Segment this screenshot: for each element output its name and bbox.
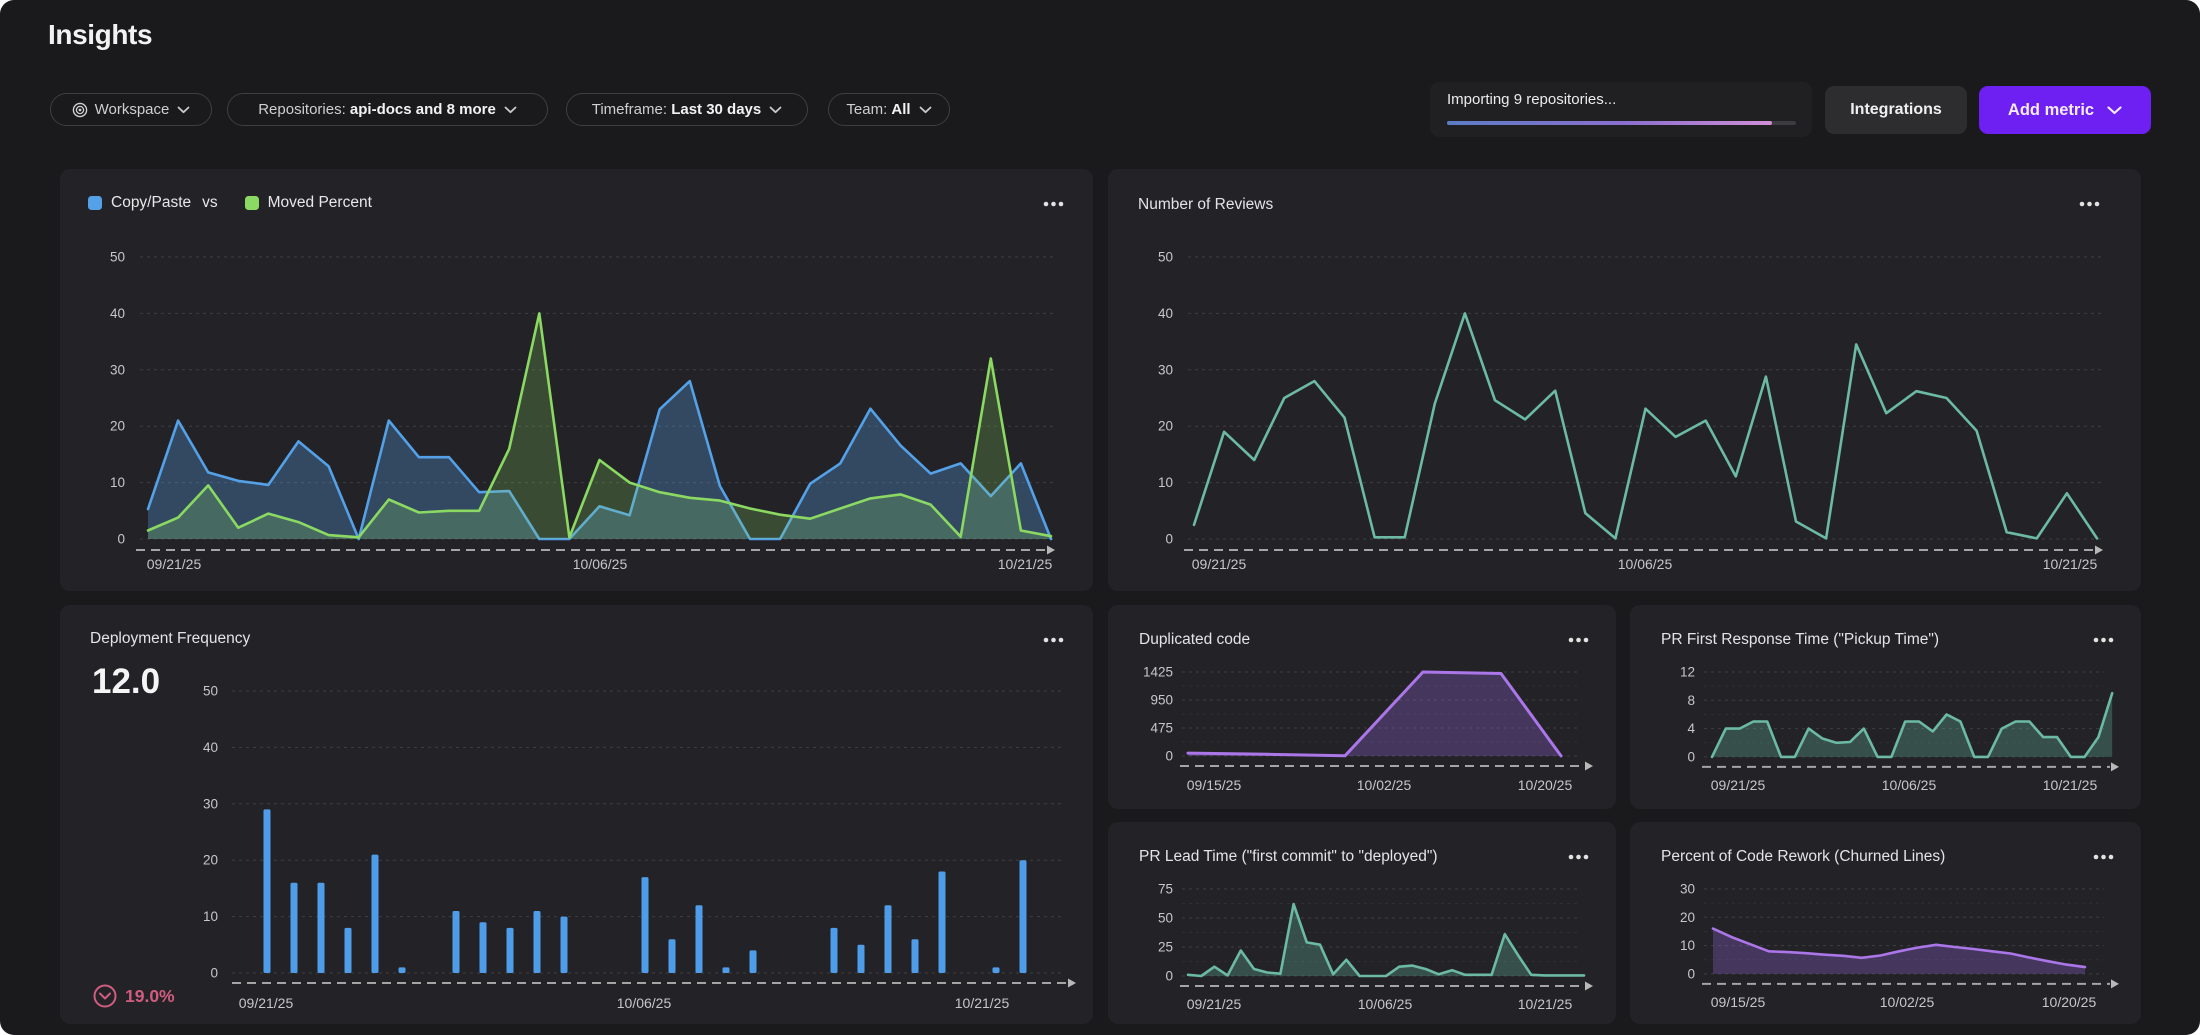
svg-text:40: 40 <box>203 740 218 755</box>
svg-text:19.0%: 19.0% <box>125 986 175 1006</box>
svg-text:10: 10 <box>110 475 125 490</box>
svg-text:0: 0 <box>1687 966 1695 981</box>
svg-text:09/21/25: 09/21/25 <box>147 556 202 572</box>
svg-text:475: 475 <box>1150 721 1173 736</box>
svg-text:50: 50 <box>1158 250 1173 265</box>
svg-text:20: 20 <box>203 853 218 868</box>
svg-text:10/21/25: 10/21/25 <box>1518 996 1573 1012</box>
svg-text:20: 20 <box>1680 910 1695 925</box>
svg-text:10/06/25: 10/06/25 <box>1618 556 1673 572</box>
svg-text:10/21/25: 10/21/25 <box>2043 777 2098 793</box>
svg-text:30: 30 <box>1680 882 1695 897</box>
svg-text:10/20/25: 10/20/25 <box>2042 994 2097 1010</box>
svg-text:09/21/25: 09/21/25 <box>1187 996 1242 1012</box>
svg-text:40: 40 <box>110 306 125 321</box>
svg-text:50: 50 <box>1158 911 1173 926</box>
svg-text:50: 50 <box>203 684 218 699</box>
svg-text:8: 8 <box>1687 693 1695 708</box>
svg-text:10: 10 <box>1680 938 1695 953</box>
svg-text:30: 30 <box>203 796 218 811</box>
svg-text:10/02/25: 10/02/25 <box>1880 994 1935 1010</box>
svg-text:0: 0 <box>1687 749 1695 764</box>
svg-text:10/06/25: 10/06/25 <box>617 995 672 1011</box>
svg-text:30: 30 <box>1158 362 1173 377</box>
svg-text:0: 0 <box>117 532 125 547</box>
svg-text:40: 40 <box>1158 306 1173 321</box>
svg-text:10/06/25: 10/06/25 <box>1882 777 1937 793</box>
svg-text:75: 75 <box>1158 882 1173 897</box>
svg-text:10/02/25: 10/02/25 <box>1357 777 1412 793</box>
svg-text:09/21/25: 09/21/25 <box>1711 777 1766 793</box>
svg-text:10/21/25: 10/21/25 <box>998 556 1053 572</box>
svg-text:09/15/25: 09/15/25 <box>1187 777 1242 793</box>
svg-text:20: 20 <box>1158 419 1173 434</box>
svg-text:50: 50 <box>110 250 125 265</box>
svg-text:10/20/25: 10/20/25 <box>1518 777 1573 793</box>
svg-text:12: 12 <box>1680 665 1695 680</box>
svg-text:0: 0 <box>1165 969 1173 984</box>
svg-text:10/06/25: 10/06/25 <box>1358 996 1413 1012</box>
svg-text:25: 25 <box>1158 940 1173 955</box>
svg-text:10: 10 <box>1158 475 1173 490</box>
svg-text:09/21/25: 09/21/25 <box>239 995 294 1011</box>
svg-text:20: 20 <box>110 419 125 434</box>
svg-text:10/21/25: 10/21/25 <box>2043 556 2098 572</box>
svg-text:09/21/25: 09/21/25 <box>1192 556 1247 572</box>
svg-text:0: 0 <box>1165 532 1173 547</box>
svg-text:1425: 1425 <box>1143 665 1173 680</box>
svg-text:10/06/25: 10/06/25 <box>573 556 628 572</box>
svg-text:30: 30 <box>110 362 125 377</box>
svg-text:0: 0 <box>210 966 218 981</box>
svg-text:10: 10 <box>203 909 218 924</box>
svg-text:10/21/25: 10/21/25 <box>955 995 1010 1011</box>
svg-text:0: 0 <box>1165 749 1173 764</box>
svg-text:09/15/25: 09/15/25 <box>1711 994 1766 1010</box>
svg-text:4: 4 <box>1687 721 1695 736</box>
svg-text:950: 950 <box>1150 693 1173 708</box>
